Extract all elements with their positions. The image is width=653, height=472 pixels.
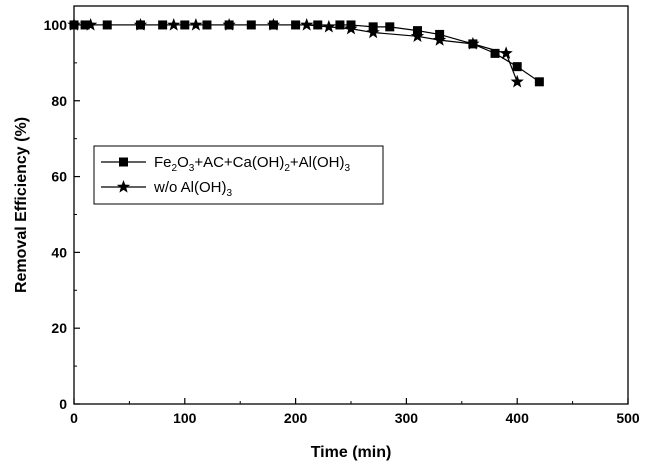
legend-label-subscript: 3 [189,163,195,174]
y-tick-label: 60 [51,169,67,185]
star-marker [499,46,513,60]
legend-box [93,145,384,205]
star-marker [167,17,181,31]
star-marker [133,17,148,31]
y-tick-label: 40 [51,244,67,260]
square-marker [490,48,500,58]
series-0 [69,20,544,87]
legend-label-text: Fe [154,154,172,171]
legend-label-subscript: 3 [345,163,351,174]
star-marker [410,29,425,42]
x-tick-label: 300 [395,410,419,426]
star-marker [344,21,358,35]
legend-label-text: O [177,154,189,171]
square-marker [385,22,395,32]
star-marker [510,74,524,88]
legend-entries: Fe2O3+AC+Ca(OH)2+Al(OH)3w/o Al(OH)3 [101,154,351,199]
star-marker [466,36,480,50]
legend-label-subscript: 2 [284,163,290,174]
legend-label-text: +Al(OH) [290,154,345,171]
y-tick-label: 80 [51,93,67,109]
y-tick-label: 20 [51,320,67,336]
x-tick-label: 400 [506,410,530,426]
legend-label: w/o Al(OH)3 [153,179,233,199]
x-tick-label: 0 [70,410,78,426]
legend-label-subscript: 3 [227,188,233,199]
x-axis-title: Time (min) [311,444,392,461]
star-marker [67,17,81,31]
star-marker [322,19,336,33]
ticks-layer: 0 100 200 300 400 500 0 20 40 60 80 100 [44,17,640,426]
legend-entry-1: w/o Al(OH)3 [101,179,233,199]
y-tick-label: 0 [59,396,67,412]
legend-label-text: +AC+Ca(OH) [194,154,284,171]
legend-star-marker [116,180,131,193]
square-marker [534,77,544,87]
star-marker [300,17,314,31]
legend-label: Fe2O3+AC+Ca(OH)2+Al(OH)3 [154,154,351,174]
y-axis-title: Removal Efficiency (%) [13,117,30,293]
series-line [74,24,518,83]
star-marker [222,17,236,31]
star-marker [432,33,447,46]
y-tick-label: 100 [44,17,68,33]
legend-entry-0: Fe2O3+AC+Ca(OH)2+Al(OH)3 [101,154,351,174]
x-tick-label: 100 [173,410,197,426]
legend-square-marker [119,157,128,167]
square-marker [313,20,323,30]
legend: Fe2O3+AC+Ca(OH)2+Al(OH)3w/o Al(OH)3 [93,145,384,205]
series-1 [67,17,524,88]
legend-label-text: w/o Al(OH) [153,179,227,196]
series-line [74,24,540,83]
star-marker [83,17,98,31]
x-tick-label: 200 [284,410,308,426]
star-marker [189,17,203,31]
legend-label-subscript: 2 [172,163,178,174]
square-marker [335,20,345,30]
star-marker [366,25,380,39]
square-marker [512,62,522,72]
x-tick-label: 500 [616,410,640,426]
star-marker [266,17,281,31]
series-layer [67,17,544,88]
plot-frame [73,5,629,405]
